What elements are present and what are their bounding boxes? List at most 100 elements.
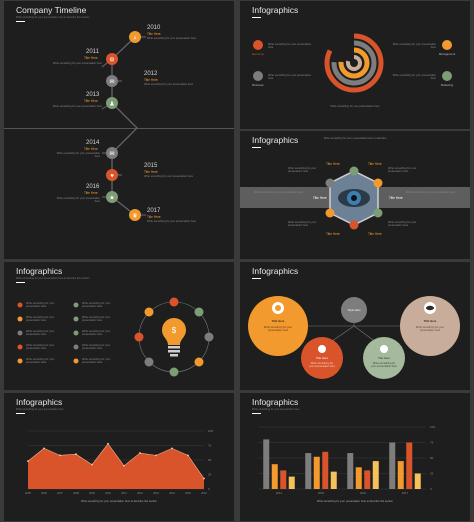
ring-label-economy: Economy [252,52,264,56]
entry-title: Title Here [84,147,98,151]
y-tick-label: 50 [208,458,212,462]
entry-text: Write something for your presentation he… [144,175,194,178]
year-label: 2015 [144,163,158,169]
circle-text: Write something for your presentation he… [309,362,335,369]
orbit-icon [169,297,179,307]
node-icon [325,208,335,218]
list-bullet [73,302,79,308]
x-tick-label: 2010 [105,491,111,495]
timeline-node-2013 [106,97,118,109]
business-icon [253,71,263,81]
bar [347,453,354,489]
x-tick-label: 2008 [73,491,79,495]
svg-text:⚙: ⚙ [109,57,114,64]
node-title: Title Here [389,196,403,200]
slide-company-timeline[interactable]: Company Timeline Write something for you… [4,1,234,259]
page-subtitle: Write something for your presentation he… [252,408,300,411]
y-tick-label: 25 [430,472,434,476]
slide-infographics-rings[interactable]: Infographics Economy Management Business… [240,1,470,129]
list-bullet [73,344,79,350]
list-text: Write something for your presentation he… [26,330,55,337]
timeline-node-2012 [106,75,118,87]
eye-hexagon-graphic [325,166,383,230]
entry-title: Title Here [84,191,98,195]
data-point [91,463,93,466]
orbit-icon [194,307,204,317]
list-text: Write something for your presentation he… [82,358,111,365]
entry-title: Title Here [84,99,98,103]
svg-text:✉: ✉ [109,80,114,86]
slide-infographics-bulb[interactable]: Infographics Write something for your pr… [4,262,234,390]
x-tick-label: 2015 [185,491,191,495]
ring-label-business: Business [252,83,264,87]
page-subtitle: Write something for your presentation he… [323,137,387,140]
title-underline [252,413,261,415]
x-tick-label: 2015 [318,491,325,495]
list-text: Write something for your presentation he… [82,344,111,351]
slide-infographics-circles[interactable]: Infographics Topic Here Title Here Write… [240,262,470,390]
slide-infographics-eye[interactable]: Infographics Write something for your pr… [240,131,470,259]
x-tick-label: 2011 [121,491,127,495]
slide-infographics-area-chart[interactable]: Infographics Write something for your pr… [4,393,234,521]
timeline-node-2014 [106,147,118,159]
list-text: Write something for your presentation he… [82,330,111,337]
x-tick-label: 2005 [25,491,31,495]
bar [330,471,337,489]
entry-title: Title Here [144,170,158,174]
page-subtitle: Write something for your presentation he… [16,277,90,280]
page-title: Infographics [252,5,299,15]
page-subtitle: Write something for your presentation he… [16,408,64,411]
bar [305,453,312,489]
node-text: Write something for your presentation he… [406,191,456,194]
entry-text: Write something for your presentation he… [52,105,102,108]
year-label: 2013 [86,92,100,98]
footer-text: Write something for your presentation he… [330,105,380,108]
year-label: 2010 [147,25,161,31]
management-icon [442,40,452,50]
bar [355,467,362,489]
chart-caption: Write something for your presentation he… [80,500,158,503]
page-title: Company Timeline [16,5,87,15]
year-label: 2014 [86,140,100,146]
node-text: Write something for your presentation he… [254,191,304,194]
circle-text: Write something for your presentation he… [415,326,445,333]
svg-text:$: $ [172,326,177,335]
bulb-diagram: $ [17,297,214,377]
ring-label-marketing: Marketing [440,83,454,87]
ring-label-management: Management [438,52,456,56]
timeline-node-2015 [106,169,118,181]
node-icon [349,220,359,230]
ring-text: Write something for your presentation he… [268,43,312,50]
node-icon [349,166,359,176]
list-bullet [17,344,23,350]
trophy-icon [318,345,326,353]
ring-text: Write something for your presentation he… [268,74,312,81]
x-tick-label: 2013 [153,491,159,495]
timeline-line: ⌕ ⚙ ✉ ♟ ✉ ♥ ★ ♛ [101,31,146,221]
circle-text: Write something for your presentation he… [263,326,293,333]
orbit-icon [194,357,204,367]
y-tick-label: 75 [430,441,434,445]
y-tick-label: 25 [208,473,212,477]
title-underline [252,147,261,149]
bar [288,476,295,489]
circle-bottom-right [363,337,405,379]
list-text: Write something for your presentation he… [82,302,111,309]
circle-title: Title Here [315,356,329,360]
bar [389,442,396,489]
svg-text:♛: ♛ [132,213,137,220]
entry-text: Write something for your presentation he… [147,220,197,223]
bar [406,442,413,489]
entry-text: Write something for your presentation he… [144,83,194,86]
data-point [107,442,109,445]
slide-infographics-bar-chart[interactable]: Infographics Write something for your pr… [240,393,470,521]
circle-bottom-left [301,337,343,379]
data-point [75,453,77,456]
node-icon [325,178,335,188]
y-tick-label: 0 [430,487,432,491]
list-text: Write something for your presentation he… [26,344,55,351]
bar [280,470,287,489]
list-bullet [17,330,23,336]
timeline-node-2017 [129,209,141,221]
entry-title: Title Here [84,56,98,60]
